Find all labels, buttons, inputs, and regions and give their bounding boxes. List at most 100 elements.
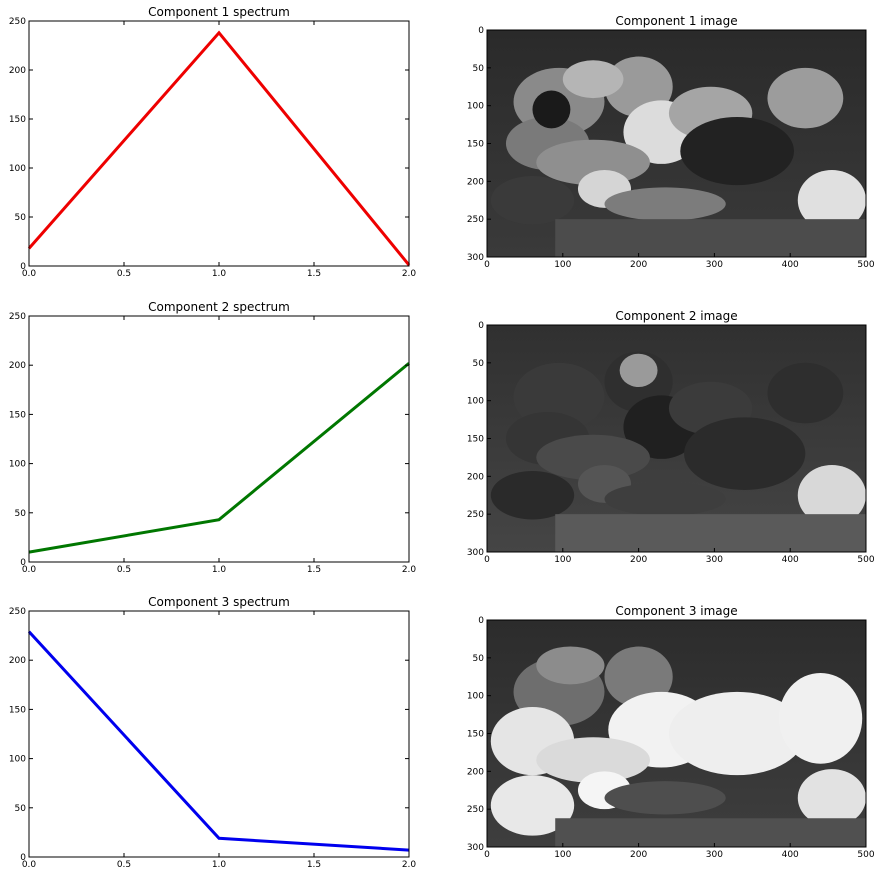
y-tick-label: 200 xyxy=(467,767,484,777)
series-line xyxy=(27,30,411,266)
x-tick-label: 300 xyxy=(706,555,723,565)
image-region xyxy=(532,90,571,129)
y-tick-label: 50 xyxy=(15,213,27,223)
image-region xyxy=(490,176,575,225)
y-tick-label: 250 xyxy=(467,510,484,520)
image-region xyxy=(604,482,726,516)
y-tick-label: 300 xyxy=(467,548,484,558)
image-region xyxy=(680,117,794,186)
x-tick-label: 0 xyxy=(484,850,490,860)
x-tick-label: 2.0 xyxy=(402,269,417,279)
y-tick-label: 0 xyxy=(478,321,484,331)
y-tick-label: 0 xyxy=(20,262,26,272)
image-region xyxy=(490,775,575,836)
x-tick-label: 100 xyxy=(554,850,571,860)
y-tick-label: 200 xyxy=(9,361,26,371)
grayscale-image xyxy=(487,30,866,257)
y-tick-label: 200 xyxy=(467,177,484,187)
y-tick-label: 150 xyxy=(467,730,484,740)
y-tick-label: 250 xyxy=(9,607,26,617)
image-region xyxy=(536,434,650,481)
x-tick-label: 1.0 xyxy=(212,565,227,575)
x-tick-label: 0.0 xyxy=(22,565,37,575)
image-region xyxy=(619,353,658,388)
image-region xyxy=(604,646,673,708)
x-tick-label: 2.0 xyxy=(402,860,417,870)
x-tick-label: 0.5 xyxy=(117,269,131,279)
y-tick-label: 50 xyxy=(15,804,27,814)
y-tick-label: 150 xyxy=(467,140,484,150)
y-tick-label: 0 xyxy=(20,853,26,863)
y-tick-label: 200 xyxy=(467,472,484,482)
grayscale-image xyxy=(487,325,866,552)
y-tick-label: 250 xyxy=(467,805,484,815)
plot-frame xyxy=(28,610,410,858)
chart-title: Component 1 spectrum xyxy=(148,5,290,19)
x-tick-label: 500 xyxy=(857,260,874,270)
y-tick-label: 150 xyxy=(9,115,26,125)
image-region xyxy=(767,362,844,424)
x-tick-label: 200 xyxy=(630,555,647,565)
image-region xyxy=(536,737,650,783)
y-tick-label: 150 xyxy=(467,435,484,445)
y-tick-label: 100 xyxy=(467,102,484,112)
image-region xyxy=(797,169,866,231)
image-title: Component 2 image xyxy=(615,309,737,323)
y-tick-label: 250 xyxy=(9,312,26,322)
y-tick-label: 250 xyxy=(467,215,484,225)
x-tick-label: 400 xyxy=(782,850,799,860)
x-tick-label: 400 xyxy=(782,260,799,270)
spectrum-chart-3: Component 3 spectrum 0.0 0.5 1.0 1.5 2.0 0 50 10… xyxy=(9,595,417,870)
image-region xyxy=(490,471,575,520)
series-line xyxy=(27,630,410,852)
image-region xyxy=(555,219,866,257)
component-image-3: Component 3 image 0 100 200 300 400 500 0 50 100 1… xyxy=(467,604,875,860)
y-tick-label: 100 xyxy=(9,460,26,470)
x-tick-label: 500 xyxy=(857,850,874,860)
y-tick-label: 0 xyxy=(478,26,484,36)
spectrum-chart-2: Component 2 spectrum 0.0 0.5 1.0 1.5 2.0 0 50 10… xyxy=(9,300,417,575)
x-tick-label: 300 xyxy=(706,260,723,270)
component-image-2: Component 2 image 0 100 200 300 400 500 0 50 100 1… xyxy=(467,309,875,565)
x-tick-label: 100 xyxy=(554,555,571,565)
y-tick-label: 0 xyxy=(20,558,26,568)
y-tick-label: 250 xyxy=(9,17,26,27)
image-region xyxy=(536,139,650,186)
image-region xyxy=(767,67,844,129)
image-region xyxy=(684,417,806,490)
x-tick-label: 0.0 xyxy=(22,269,37,279)
x-tick-label: 300 xyxy=(706,850,723,860)
y-tick-label: 100 xyxy=(9,164,26,174)
x-tick-label: 1.5 xyxy=(307,860,321,870)
y-tick-label: 50 xyxy=(473,654,485,664)
image-region xyxy=(536,646,605,685)
y-tick-label: 50 xyxy=(15,509,27,519)
image-region xyxy=(555,818,866,847)
image-region xyxy=(562,60,624,99)
y-tick-label: 100 xyxy=(467,692,484,702)
y-tick-label: 50 xyxy=(473,64,485,74)
plot-frame xyxy=(28,315,410,563)
x-tick-label: 0.5 xyxy=(117,860,131,870)
x-tick-label: 400 xyxy=(782,555,799,565)
x-tick-label: 0 xyxy=(484,260,490,270)
y-tick-label: 150 xyxy=(9,410,26,420)
y-tick-label: 150 xyxy=(9,705,26,715)
image-region xyxy=(604,187,726,221)
y-tick-label: 50 xyxy=(473,359,485,369)
image-title: Component 3 image xyxy=(615,604,737,618)
image-region xyxy=(778,672,863,764)
y-tick-label: 300 xyxy=(467,843,484,853)
x-tick-label: 0 xyxy=(484,555,490,565)
x-tick-label: 1.0 xyxy=(212,269,227,279)
spectrum-chart-1: Component 1 spectrum 0.0 0.5 1.0 1.5 2.0 0 50 10… xyxy=(9,5,417,279)
series-line xyxy=(28,362,410,554)
y-tick-label: 0 xyxy=(478,616,484,626)
y-tick-label: 100 xyxy=(467,397,484,407)
x-tick-label: 1.5 xyxy=(307,565,321,575)
image-region xyxy=(668,691,806,776)
image-region xyxy=(555,514,866,552)
image-region xyxy=(604,781,726,815)
y-tick-label: 300 xyxy=(467,253,484,263)
y-tick-label: 200 xyxy=(9,66,26,76)
